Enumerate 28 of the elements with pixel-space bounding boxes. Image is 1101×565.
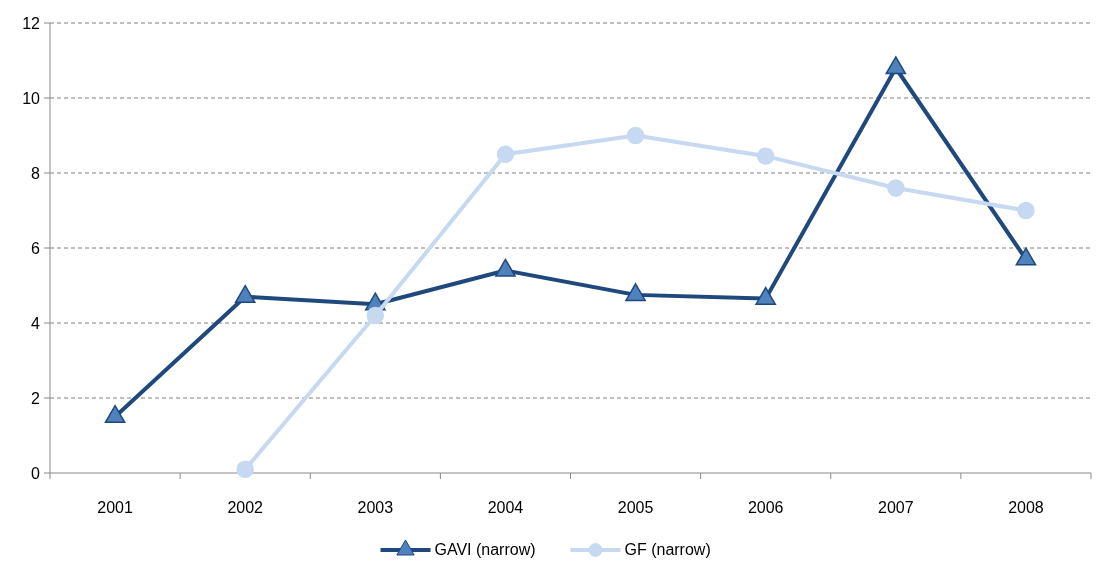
y-tick-label: 0 xyxy=(31,464,41,482)
point xyxy=(626,126,645,145)
x-tick-label: 2007 xyxy=(878,499,914,516)
y-tick-label: 8 xyxy=(31,164,41,182)
x-tick-label: 2006 xyxy=(747,499,784,516)
point xyxy=(887,179,905,197)
y-tick-label: 2 xyxy=(31,389,41,407)
y-tick-label: 6 xyxy=(31,239,41,257)
point xyxy=(625,283,646,302)
legend-label: GF (narrow) xyxy=(624,541,711,558)
point xyxy=(234,284,256,304)
point xyxy=(1015,247,1037,266)
point xyxy=(1017,201,1035,220)
point xyxy=(104,404,126,424)
y-tick-label: 12 xyxy=(22,14,41,32)
point xyxy=(756,147,775,165)
legend-label: GAVI (narrow) xyxy=(434,541,536,558)
y-tick-label: 10 xyxy=(22,89,41,107)
x-tick-label: 2005 xyxy=(617,499,654,516)
x-tick-label: 2003 xyxy=(357,499,394,516)
y-tick-label: 4 xyxy=(31,314,41,332)
x-tick-label: 2001 xyxy=(97,499,133,516)
x-tick-label: 2002 xyxy=(227,499,264,516)
point xyxy=(495,258,516,277)
x-tick-label: 2008 xyxy=(1008,499,1044,516)
point xyxy=(755,286,777,305)
point xyxy=(496,145,515,163)
x-tick-label: 2004 xyxy=(487,499,524,516)
